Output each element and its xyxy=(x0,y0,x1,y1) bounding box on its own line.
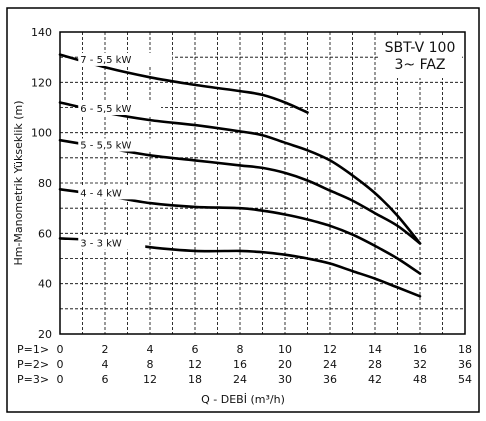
x-tick-label: 2 xyxy=(102,343,109,356)
x-tick-label: 12 xyxy=(188,358,202,371)
x-tick-label: 6 xyxy=(192,343,199,356)
x-tick-label: 0 xyxy=(57,373,64,386)
series-line xyxy=(58,188,422,275)
series-label-background xyxy=(78,186,148,200)
series-label-background xyxy=(78,102,161,116)
y-tick-label: 120 xyxy=(31,76,52,89)
curves xyxy=(58,53,422,298)
x-tick-label: 48 xyxy=(413,373,427,386)
x-tick-label: 30 xyxy=(278,373,292,386)
y-tick-label: 100 xyxy=(31,127,52,140)
x-tick-label: 24 xyxy=(233,373,247,386)
x-tick-label: 18 xyxy=(188,373,202,386)
series-label-background xyxy=(78,236,146,250)
x-tick-label: 32 xyxy=(413,358,427,371)
x-tick-label: 54 xyxy=(458,373,472,386)
x-axis-title: Q - DEBİ (m³/h) xyxy=(201,393,285,406)
x-tick-label: 20 xyxy=(278,358,292,371)
x-tick-label: 0 xyxy=(57,358,64,371)
x-tick-label: 6 xyxy=(102,373,109,386)
y-tick-label: 140 xyxy=(31,26,52,39)
y-tick-label: 60 xyxy=(38,227,52,240)
x-tick-label: 0 xyxy=(57,343,64,356)
series-label: 6 - 5,5 kW xyxy=(80,104,131,115)
x-row-label: P=2> xyxy=(17,358,49,371)
x-tick-label: 16 xyxy=(413,343,427,356)
x-tick-label: 18 xyxy=(458,343,472,356)
y-tick-label: 80 xyxy=(38,177,52,190)
y-axis-title: Hm-Manometrik Yükseklik (m) xyxy=(12,100,25,265)
x-tick-label: 4 xyxy=(102,358,109,371)
grid xyxy=(60,32,465,334)
series-label: 4 - 4 kW xyxy=(80,188,122,199)
series-line xyxy=(58,53,309,114)
x-tick-label: 8 xyxy=(147,358,154,371)
chart-title-line-1: SBT-V 100 xyxy=(385,40,456,56)
x-tick-label: 12 xyxy=(143,373,157,386)
x-tick-label: 36 xyxy=(323,373,337,386)
x-tick-label: 24 xyxy=(323,358,337,371)
chart-title-line-2: 3~ FAZ xyxy=(394,57,445,73)
x-row-label: P=1> xyxy=(17,343,49,356)
plot-frame xyxy=(59,31,466,335)
x-tick-label: 4 xyxy=(147,343,154,356)
series-line xyxy=(58,237,422,298)
x-tick-label: 42 xyxy=(368,373,382,386)
x-tick-label: 14 xyxy=(368,343,382,356)
x-tick-label: 28 xyxy=(368,358,382,371)
series-label-background xyxy=(78,52,173,66)
curve-labels: 7 - 5,5 kW 6 - 5,5 kW 5 - 5,5 kW 4 - 4 kW 3 … xyxy=(78,52,173,250)
x-tick-label: 8 xyxy=(237,343,244,356)
x-tick-label: 10 xyxy=(278,343,292,356)
series-label: 3 - 3 kW xyxy=(80,239,122,250)
y-tick-label: 20 xyxy=(38,328,52,341)
y-tick-label: 40 xyxy=(38,278,52,291)
series-label: 5 - 5,5 kW xyxy=(80,141,131,152)
x-tick-label: 36 xyxy=(458,358,472,371)
series-label-background xyxy=(78,138,166,152)
x-tick-label: 12 xyxy=(323,343,337,356)
series-label: 7 - 5,5 kW xyxy=(80,55,131,66)
chart-title-box: SBT-V 100 3~ FAZ xyxy=(378,36,462,78)
series-line xyxy=(58,101,422,245)
series-line xyxy=(58,138,422,245)
x-row-label: P=3> xyxy=(17,373,49,386)
y-tick-labels: 20 40 60 80 100 120 140 xyxy=(31,26,52,341)
x-tick-label: 16 xyxy=(233,358,247,371)
x-tick-rows: P=1> 0 2 4 6 8 10 12 14 16 18P=2> 0 4 8 12 16 20 24 28 32 36… xyxy=(17,343,472,386)
